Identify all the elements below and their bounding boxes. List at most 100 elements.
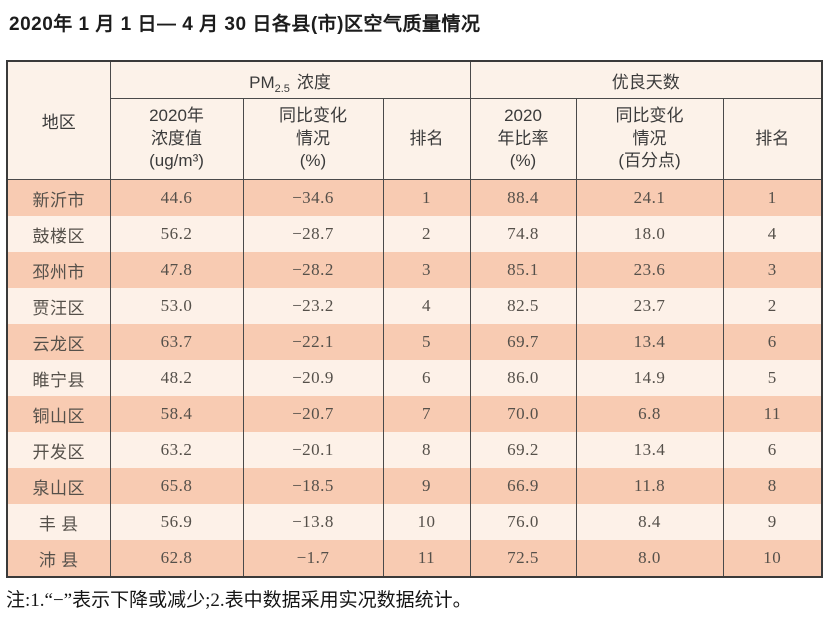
- cell-pm-rank: 11: [382, 540, 471, 577]
- cell-good-change: 8.4: [575, 504, 724, 540]
- header-line: 排名: [409, 128, 444, 148]
- cell-good-rank: 2: [722, 288, 823, 324]
- cell-good-ratio: 88.4: [469, 179, 577, 216]
- header-line: (百分点): [618, 151, 681, 171]
- cell-region: 邳州市: [6, 252, 111, 288]
- cell-good-change: 13.4: [575, 324, 724, 360]
- header-line: 同比变化: [615, 105, 684, 125]
- cell-region: 开发区: [6, 432, 111, 468]
- table-row: 云龙区 63.7 −22.1 5 69.7 13.4 6: [6, 324, 823, 360]
- cell-good-rank: 8: [722, 468, 823, 504]
- cell-pm-value: 58.4: [109, 396, 244, 432]
- column-header-good-ratio: 2020 年比率 (%): [469, 98, 577, 180]
- column-header-pm-rank: 排名: [382, 98, 471, 180]
- cell-pm-change: −28.2: [242, 252, 384, 288]
- footnote: 注:1.“−”表示下降或减少;2.表中数据采用实况数据统计。: [6, 590, 472, 611]
- cell-good-ratio: 66.9: [469, 468, 577, 504]
- cell-region: 泉山区: [6, 468, 111, 504]
- cell-pm-value: 56.9: [109, 504, 244, 540]
- header-line: 2020: [504, 105, 542, 125]
- column-header-good-change: 同比变化 情况 (百分点): [575, 98, 724, 180]
- cell-good-rank: 3: [722, 252, 823, 288]
- table-row: 邳州市 47.8 −28.2 3 85.1 23.6 3: [6, 252, 823, 288]
- column-header-pm-change: 同比变化 情况 (%): [242, 98, 384, 180]
- table-row: 贾汪区 53.0 −23.2 4 82.5 23.7 2: [6, 288, 823, 324]
- pm25-label-prefix: PM: [249, 72, 275, 92]
- cell-pm-rank: 2: [382, 216, 471, 252]
- cell-region: 铜山区: [6, 396, 111, 432]
- column-header-pm-value: 2020年 浓度值 (ug/m³): [109, 98, 244, 180]
- cell-good-change: 11.8: [575, 468, 724, 504]
- cell-pm-change: −23.2: [242, 288, 384, 324]
- cell-pm-change: −18.5: [242, 468, 384, 504]
- cell-pm-value: 65.8: [109, 468, 244, 504]
- header-line: (%): [509, 151, 537, 171]
- cell-good-ratio: 69.7: [469, 324, 577, 360]
- cell-good-change: 18.0: [575, 216, 724, 252]
- header-line: (ug/m³): [149, 151, 204, 171]
- cell-good-change: 23.7: [575, 288, 724, 324]
- header-line: (%): [299, 151, 327, 171]
- cell-good-ratio: 70.0: [469, 396, 577, 432]
- cell-pm-change: −13.8: [242, 504, 384, 540]
- cell-region: 新沂市: [6, 179, 111, 216]
- cell-good-change: 14.9: [575, 360, 724, 396]
- cell-pm-change: −22.1: [242, 324, 384, 360]
- cell-good-ratio: 72.5: [469, 540, 577, 577]
- group-header-good-days: 优良天数: [469, 60, 823, 99]
- table-body: 新沂市 44.6 −34.6 1 88.4 24.1 1 鼓楼区 56.2 −2…: [6, 179, 823, 577]
- cell-good-change: 13.4: [575, 432, 724, 468]
- cell-good-rank: 9: [722, 504, 823, 540]
- cell-pm-change: −20.1: [242, 432, 384, 468]
- cell-pm-rank: 10: [382, 504, 471, 540]
- cell-good-change: 24.1: [575, 179, 724, 216]
- header-line: 2020年: [149, 105, 204, 125]
- cell-region: 丰 县: [6, 504, 111, 540]
- header-line: 排名: [755, 128, 790, 148]
- cell-pm-value: 44.6: [109, 179, 244, 216]
- cell-good-change: 8.0: [575, 540, 724, 577]
- cell-pm-rank: 6: [382, 360, 471, 396]
- cell-good-ratio: 85.1: [469, 252, 577, 288]
- cell-region: 鼓楼区: [6, 216, 111, 252]
- cell-good-rank: 11: [722, 396, 823, 432]
- cell-good-rank: 1: [722, 179, 823, 216]
- page-title: 2020年 1 月 1 日— 4 月 30 日各县(市)区空气质量情况: [9, 14, 481, 35]
- cell-pm-value: 47.8: [109, 252, 244, 288]
- cell-good-rank: 10: [722, 540, 823, 577]
- cell-pm-change: −20.7: [242, 396, 384, 432]
- cell-pm-rank: 3: [382, 252, 471, 288]
- column-header-region: 地区: [6, 60, 111, 180]
- table-row: 新沂市 44.6 −34.6 1 88.4 24.1 1: [6, 179, 823, 216]
- cell-region: 云龙区: [6, 324, 111, 360]
- cell-pm-rank: 4: [382, 288, 471, 324]
- cell-region: 沛 县: [6, 540, 111, 577]
- column-header-good-rank: 排名: [722, 98, 823, 180]
- table-row: 泉山区 65.8 −18.5 9 66.9 11.8 8: [6, 468, 823, 504]
- group-header-pm25: PM2.5 浓度: [109, 60, 471, 99]
- cell-pm-rank: 7: [382, 396, 471, 432]
- header-line: 浓度值: [151, 128, 202, 148]
- table-row: 鼓楼区 56.2 −28.7 2 74.8 18.0 4: [6, 216, 823, 252]
- header-line: 年比率: [497, 128, 549, 148]
- cell-pm-value: 56.2: [109, 216, 244, 252]
- cell-region: 睢宁县: [6, 360, 111, 396]
- header-group-row: 地区 PM2.5 浓度 优良天数: [6, 60, 823, 180]
- cell-pm-rank: 8: [382, 432, 471, 468]
- table-row: 开发区 63.2 −20.1 8 69.2 13.4 6: [6, 432, 823, 468]
- cell-good-change: 23.6: [575, 252, 724, 288]
- cell-pm-change: −1.7: [242, 540, 384, 577]
- cell-good-ratio: 86.0: [469, 360, 577, 396]
- cell-good-rank: 4: [722, 216, 823, 252]
- cell-pm-rank: 9: [382, 468, 471, 504]
- cell-good-rank: 6: [722, 324, 823, 360]
- header-line: 情况: [632, 128, 667, 148]
- cell-pm-value: 48.2: [109, 360, 244, 396]
- cell-good-rank: 5: [722, 360, 823, 396]
- cell-region: 贾汪区: [6, 288, 111, 324]
- cell-good-ratio: 74.8: [469, 216, 577, 252]
- air-quality-table: 地区 PM2.5 浓度 优良天数 2020年 浓度值 (ug/m³) 同比变化 情…: [6, 60, 824, 578]
- cell-pm-change: −28.7: [242, 216, 384, 252]
- cell-pm-rank: 1: [382, 179, 471, 216]
- header-line: 同比变化: [279, 105, 347, 125]
